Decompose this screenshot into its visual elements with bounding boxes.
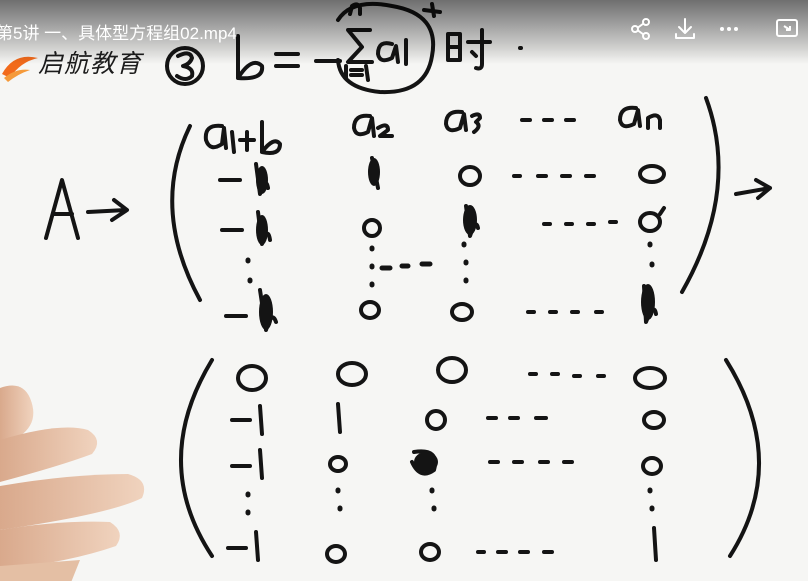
more-icon <box>720 27 738 31</box>
matrix2-row1 <box>236 356 667 392</box>
more-button[interactable] <box>714 14 744 44</box>
matrix1-row5 <box>224 284 658 332</box>
player-top-bar <box>0 0 808 64</box>
matrix2-row5 <box>226 526 658 564</box>
share-icon <box>631 18 650 40</box>
brand-logo-icon <box>2 56 38 82</box>
matrix1-arrow <box>734 178 772 200</box>
matrix1-vdots <box>245 241 655 288</box>
matrix2-row3 <box>230 448 663 480</box>
matrix1-row2 <box>218 156 666 196</box>
video-title: 第5讲 一、具体型方程组02.mp4 <box>0 24 237 43</box>
download-button[interactable] <box>670 14 700 44</box>
presenter-hand <box>0 385 145 581</box>
share-button[interactable] <box>626 14 656 44</box>
matrix1-right-bracket <box>680 96 721 294</box>
matrix2-vdots <box>245 487 655 516</box>
matrix1-row3 <box>220 204 666 246</box>
picture-in-picture-button[interactable] <box>772 14 802 44</box>
matrix2-left-bracket <box>179 358 214 558</box>
matrix2-row2 <box>230 402 666 436</box>
label-A-arrow <box>44 178 129 240</box>
matrix1-row1 <box>203 105 662 155</box>
picture-in-picture-icon <box>776 19 798 37</box>
matrix1-left-bracket <box>170 124 202 302</box>
download-icon <box>675 18 695 39</box>
matrix2-right-bracket <box>724 358 761 558</box>
